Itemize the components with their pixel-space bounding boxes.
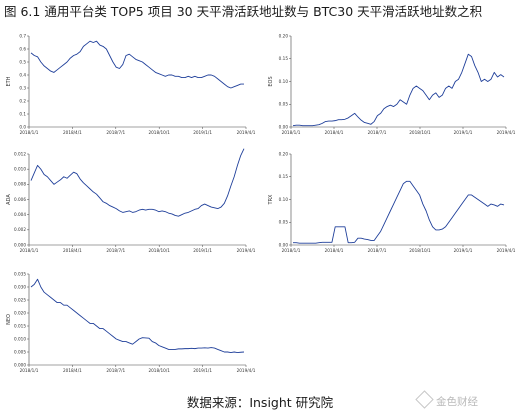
chart-0-y-tick-label: 0.3: [19, 85, 26, 90]
chart-4-x-tick-label: 2019/1/1: [193, 368, 212, 373]
chart-1-x-tick-label: 2018/4/1: [325, 130, 344, 135]
chart-4-x-tick-label: 2019/4/1: [237, 368, 256, 373]
chart-2-y-tick-label: 0.012: [14, 151, 26, 156]
watermark-text: 金色财经: [436, 396, 478, 408]
chart-4-y-tick-label: 0.025: [14, 297, 26, 302]
chart-3-x-tick-label: 2018/4/1: [325, 248, 344, 253]
chart-4-x-tick-label: 2018/4/1: [63, 368, 82, 373]
chart-2-y-tick-label: 0.004: [14, 212, 26, 217]
chart-0-y-tick-label: 0.7: [19, 33, 26, 38]
chart-3-y-tick-label: 0.05: [279, 220, 289, 225]
chart-4-y-tick-label: 0.005: [14, 349, 26, 354]
chart-4-series-line-0: [30, 278, 245, 353]
chart-3-y-tick-label: 0.10: [279, 197, 289, 202]
chart-panel-eth: 0.0 0.1 0.2 0.3 0.4 0.5 0.6 0.7 2018/1/1 2018/4/1…: [6, 33, 256, 135]
chart-0-y-tick-label: 0.2: [19, 98, 26, 103]
chart-0-x-tick-label: 2018/7/1: [106, 130, 125, 135]
chart-2-x-tick-label: 2019/1/1: [193, 248, 212, 253]
chart-1-x-tick-label: 2019/4/1: [497, 130, 516, 135]
watermark: 金色财经: [415, 390, 478, 409]
chart-0-x-tick-label: 2019/1/1: [193, 130, 212, 135]
chart-4-x-tick-label: 2018/7/1: [106, 368, 125, 373]
chart-4-x-tick-label: 2018/10/1: [148, 368, 170, 373]
chart-0-x-tick-label: 2018/10/1: [148, 130, 170, 135]
chart-1-x-tick-label: 2018/7/1: [368, 130, 387, 135]
chart-3-y-tick-label: 0.20: [279, 151, 289, 156]
chart-3-y-tick-label: 0.15: [279, 174, 289, 179]
chart-3-y-axis-label: TRX: [268, 194, 274, 206]
figure-title: 图 6.1 通用平台类 TOP5 项目 30 天平滑活跃地址数与 BTC30 天…: [4, 4, 483, 19]
chart-panel-trx: 0.00 0.05 0.10 0.15 0.20 2018/1/1 2018/4/1 2018…: [268, 151, 516, 253]
chart-0-series-line-0: [30, 40, 244, 89]
chart-0-y-axis-label: ETH: [6, 76, 12, 86]
chart-0-y-tick-label: 0.5: [19, 59, 26, 64]
chart-1-x-tick-label: 2018/10/1: [409, 130, 431, 135]
chart-4-y-tick-label: 0.000: [14, 362, 26, 367]
chart-4-y-tick-label: 0.010: [14, 336, 26, 341]
chart-1-x-tick-label: 2019/1/1: [454, 130, 473, 135]
chart-4-y-tick-label: 0.030: [14, 284, 26, 289]
chart-3-x-tick-label: 2019/4/1: [497, 248, 516, 253]
chart-4-x-tick-label: 2018/1/1: [20, 368, 39, 373]
chart-2-x-tick-label: 2018/10/1: [148, 248, 170, 253]
chart-0-x-tick-label: 2018/4/1: [63, 130, 82, 135]
chart-3-x-tick-label: 2019/1/1: [454, 248, 473, 253]
chart-1-y-tick-label: 0.20: [279, 33, 289, 38]
chart-2-x-tick-label: 2019/4/1: [237, 248, 256, 253]
chart-2-y-tick-label: 0.010: [14, 167, 26, 172]
chart-2-y-axis-label: ADA: [6, 194, 12, 205]
chart-1-y-tick-label: 0.15: [279, 56, 289, 61]
chart-1-y-tick-label: 0.00: [279, 124, 289, 129]
chart-3-x-tick-label: 2018/1/1: [282, 248, 301, 253]
chart-2-series-line-0: [30, 148, 245, 217]
chart-2-y-tick-label: 0.006: [14, 197, 26, 202]
watermark-logo-icon: [415, 390, 434, 409]
chart-0-x-tick-label: 2018/1/1: [20, 130, 39, 135]
chart-2-y-tick-label: 0.002: [14, 227, 26, 232]
chart-1-y-axis-label: EOS: [268, 76, 274, 86]
chart-3-series-line-0: [293, 180, 505, 244]
chart-2-y-tick-label: 0.008: [14, 182, 26, 187]
chart-4-y-tick-label: 0.020: [14, 310, 26, 315]
chart-0-y-tick-label: 0.1: [19, 111, 26, 116]
source-caption: 数据来源：Insight 研究院: [186, 395, 334, 410]
chart-panel-ada: 0.000 0.002 0.004 0.006 0.008 0.010 0.012 2018/…: [6, 148, 256, 253]
chart-3-x-tick-label: 2018/7/1: [368, 248, 387, 253]
chart-1-y-tick-label: 0.05: [279, 102, 289, 107]
chart-0-y-tick-label: 0.4: [19, 72, 26, 77]
chart-panel-eos: 0.00 0.05 0.10 0.15 0.20 2018/1/1 2018/4/1 2018…: [268, 33, 516, 135]
chart-2-x-tick-label: 2018/7/1: [106, 248, 125, 253]
chart-panel-neo: 0.000 0.005 0.010 0.015 0.020 0.025 0.030 0.035…: [6, 271, 256, 373]
chart-4-y-tick-label: 0.035: [14, 271, 26, 276]
chart-1-y-tick-label: 0.10: [279, 79, 289, 84]
chart-4-y-tick-label: 0.015: [14, 323, 26, 328]
chart-2-x-tick-label: 2018/1/1: [20, 248, 39, 253]
chart-4-y-axis-label: NEO: [6, 314, 12, 325]
chart-1-x-tick-label: 2018/1/1: [282, 130, 301, 135]
chart-1-series-line-0: [292, 53, 505, 127]
chart-0-y-tick-label: 0.6: [19, 46, 26, 51]
chart-2-y-tick-label: 0.000: [14, 242, 26, 247]
chart-0-y-tick-label: 0.0: [19, 124, 26, 129]
chart-3-x-tick-label: 2018/10/1: [409, 248, 431, 253]
chart-2-x-tick-label: 2018/4/1: [63, 248, 82, 253]
chart-0-x-tick-label: 2019/4/1: [237, 130, 256, 135]
chart-3-y-tick-label: 0.00: [279, 242, 289, 247]
